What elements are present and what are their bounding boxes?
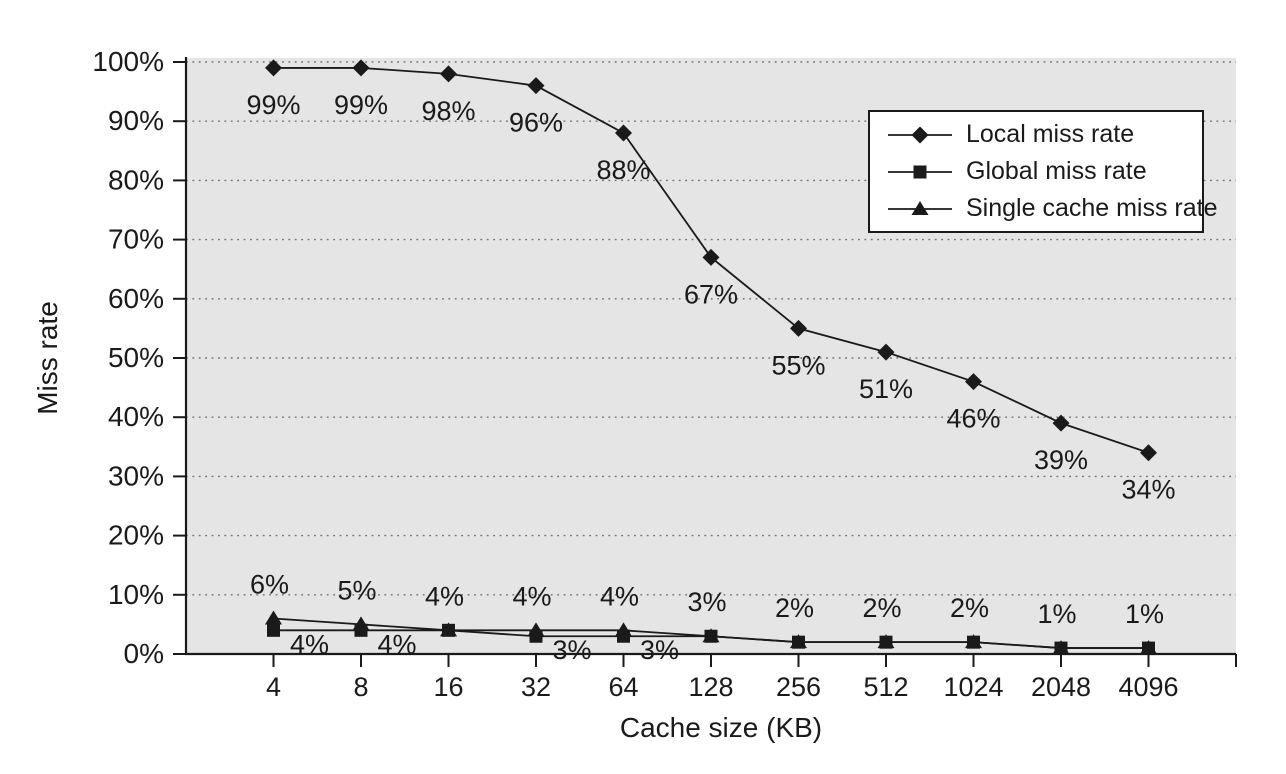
x-axis-title: Cache size (KB) [619, 712, 823, 743]
global-miss-rate-point-label-4: 4% [290, 629, 329, 659]
local-miss-rate-point-label-16: 98% [421, 96, 475, 126]
x-tick-label-1024: 1024 [943, 672, 1003, 702]
single-cache-miss-rate-point-label-128: 3% [687, 587, 726, 617]
local-miss-rate-point-label-4: 99% [246, 90, 300, 120]
y-tick-label-20%: 20% [108, 520, 164, 551]
y-tick-label-10%: 10% [108, 579, 164, 610]
single-cache-miss-rate-marker-16 [440, 622, 457, 637]
local-miss-rate-marker-32 [527, 77, 545, 95]
legend-label-single-cache-miss-rate: Single cache miss rate [966, 194, 1218, 222]
y-tick-label-30%: 30% [108, 460, 164, 491]
single-cache-miss-rate-marker-256 [790, 634, 807, 649]
legend: Local miss rate Global miss rate Single ca… [868, 110, 1218, 233]
local-miss-rate-marker-512 [877, 343, 895, 361]
local-miss-rate-point-label-4096: 34% [1121, 475, 1175, 505]
single-cache-miss-rate-marker-8 [352, 616, 370, 631]
global-miss-rate-marker-4 [267, 623, 280, 637]
diamond-marker-icon [888, 126, 952, 143]
y-tick-label-80%: 80% [108, 164, 164, 195]
local-miss-rate-marker-256 [790, 319, 807, 337]
legend-label-local-miss-rate: Local miss rate [966, 120, 1135, 148]
x-tick-label-64: 64 [608, 672, 638, 702]
single-cache-miss-rate-point-label-256: 2% [775, 593, 814, 623]
single-cache-miss-rate-marker-128 [702, 628, 720, 643]
y-tick-label-70%: 70% [108, 224, 164, 255]
y-tick-label-50%: 50% [108, 342, 164, 373]
local-miss-rate-point-label-128: 67% [684, 279, 738, 309]
single-cache-miss-rate-point-label-512: 2% [862, 593, 901, 623]
single-cache-miss-rate-point-label-32: 4% [512, 581, 551, 611]
global-miss-rate-point-label-32: 3% [552, 635, 591, 665]
local-miss-rate-marker-4 [265, 59, 282, 77]
series-local-miss-rate: 99% 99% 98% 96% 88% 67% 55% 51% 46% 39% 34% [246, 59, 1176, 505]
legend-entry-single-cache-miss-rate: Single cache miss rate [888, 194, 1218, 223]
single-cache-miss-rate-point-label-4: 6% [250, 569, 289, 599]
triangle-marker-icon [888, 200, 952, 215]
local-miss-rate-point-label-256: 55% [771, 350, 825, 380]
global-miss-rate-point-label-64: 3% [640, 635, 679, 665]
single-cache-miss-rate-marker-4 [265, 610, 282, 625]
x-tick-label-4: 4 [266, 672, 281, 702]
local-miss-rate-point-label-64: 88% [596, 155, 650, 185]
single-cache-miss-rate-point-label-64: 4% [600, 581, 639, 611]
legend-entry-global-miss-rate: Global miss rate [888, 157, 1196, 186]
local-miss-rate-marker-2048 [1052, 414, 1070, 432]
y-tick-label-60%: 60% [108, 283, 164, 314]
local-miss-rate-marker-8 [352, 59, 370, 77]
x-tick-label-32: 32 [521, 672, 551, 702]
x-tick-label-2048: 2048 [1031, 672, 1091, 702]
local-miss-rate-marker-128 [702, 248, 720, 266]
y-tick-label-0%: 0% [124, 638, 164, 669]
local-miss-rate-point-label-2048: 39% [1034, 445, 1088, 475]
local-miss-rate-marker-16 [440, 65, 457, 83]
x-tick-label-128: 128 [688, 672, 733, 702]
local-miss-rate-marker-1024 [965, 373, 982, 391]
local-miss-rate-point-label-32: 96% [509, 108, 563, 138]
y-tick-label-90%: 90% [108, 105, 164, 136]
single-cache-miss-rate-marker-64 [615, 622, 632, 637]
square-marker-icon [888, 165, 952, 178]
single-cache-miss-rate-point-label-16: 4% [425, 581, 464, 611]
local-miss-rate-marker-4096 [1140, 444, 1157, 462]
legend-entry-local-miss-rate: Local miss rate [888, 120, 1196, 149]
local-miss-rate-point-label-8: 99% [334, 90, 388, 120]
legend-label-global-miss-rate: Global miss rate [966, 157, 1147, 185]
single-cache-miss-rate-marker-512 [877, 634, 895, 649]
series-single-cache-miss-rate: 6% 5% 4% 4% 4% 3% 2% 2% 2% 1% 1% [250, 569, 1164, 655]
global-miss-rate-point-label-8: 4% [377, 629, 416, 659]
y-axis-title: Miss rate [32, 301, 63, 415]
local-miss-rate-point-label-1024: 46% [946, 404, 1000, 434]
single-cache-miss-rate-point-label-1024: 2% [950, 593, 989, 623]
local-miss-rate-marker-64 [615, 124, 632, 142]
x-tick-label-256: 256 [776, 672, 821, 702]
x-tick-label-512: 512 [863, 672, 908, 702]
single-cache-miss-rate-marker-2048 [1052, 640, 1070, 655]
y-tick-label-100%: 100% [92, 46, 164, 77]
x-tick-label-4096: 4096 [1118, 672, 1178, 702]
x-tick-label-8: 8 [353, 672, 368, 702]
single-cache-miss-rate-marker-1024 [965, 634, 982, 649]
single-cache-miss-rate-point-label-4096: 1% [1125, 599, 1164, 629]
single-cache-miss-rate-marker-4096 [1140, 640, 1157, 655]
single-cache-miss-rate-point-label-2048: 1% [1037, 599, 1076, 629]
local-miss-rate-point-label-512: 51% [859, 374, 913, 404]
x-tick-label-16: 16 [433, 672, 463, 702]
y-tick-label-40%: 40% [108, 401, 164, 432]
single-cache-miss-rate-point-label-8: 5% [337, 575, 376, 605]
single-cache-miss-rate-marker-32 [527, 622, 545, 637]
